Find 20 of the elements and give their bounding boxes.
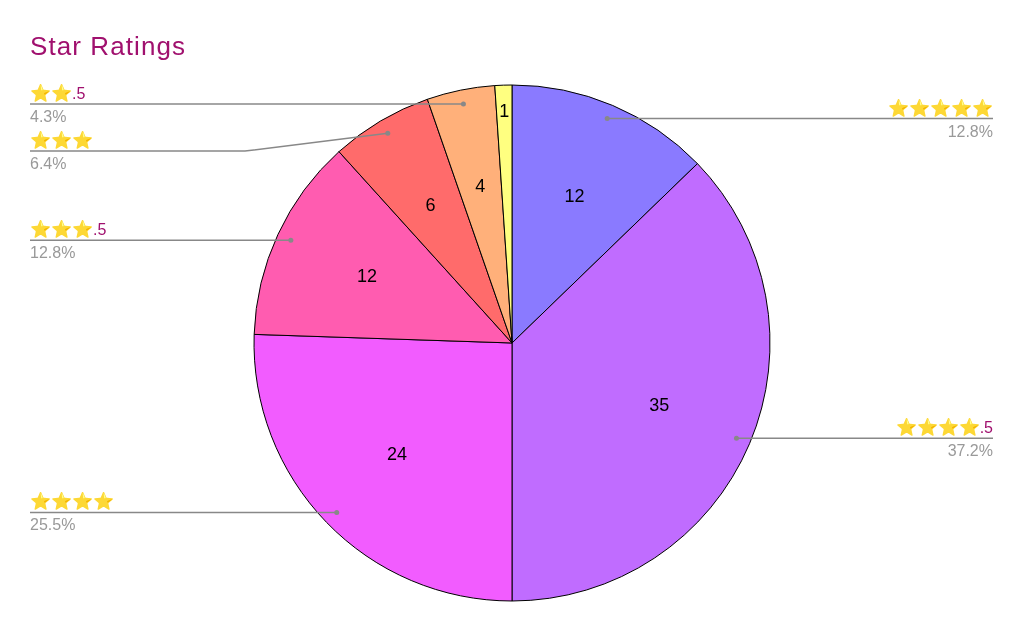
slice-label: ⭐⭐⭐.5 bbox=[30, 219, 107, 240]
data-label: 1 bbox=[499, 100, 510, 121]
data-label: 4 bbox=[475, 176, 486, 197]
data-label: 12 bbox=[356, 265, 377, 286]
text: 4.3% bbox=[30, 108, 67, 126]
slice-label: ⭐⭐⭐⭐⭐ bbox=[888, 97, 993, 118]
data-label: 35 bbox=[649, 395, 670, 416]
text: 12.8% bbox=[947, 122, 993, 140]
data-label: 12 bbox=[564, 185, 585, 206]
data-label: 6 bbox=[425, 195, 436, 216]
chart-title: Star Ratings bbox=[30, 31, 185, 61]
slice-label: ⭐⭐⭐⭐ bbox=[30, 491, 114, 512]
text: 37.2% bbox=[947, 442, 993, 460]
text: 6.4% bbox=[30, 155, 67, 173]
text: 12.8% bbox=[30, 244, 76, 262]
text: 25.5% bbox=[30, 516, 76, 534]
slice-label: ⭐⭐⭐ bbox=[30, 130, 93, 151]
slice-label: ⭐⭐⭐⭐.5 bbox=[895, 417, 994, 438]
slice-label: ⭐⭐.5 bbox=[30, 83, 86, 104]
data-label: 24 bbox=[387, 444, 408, 465]
